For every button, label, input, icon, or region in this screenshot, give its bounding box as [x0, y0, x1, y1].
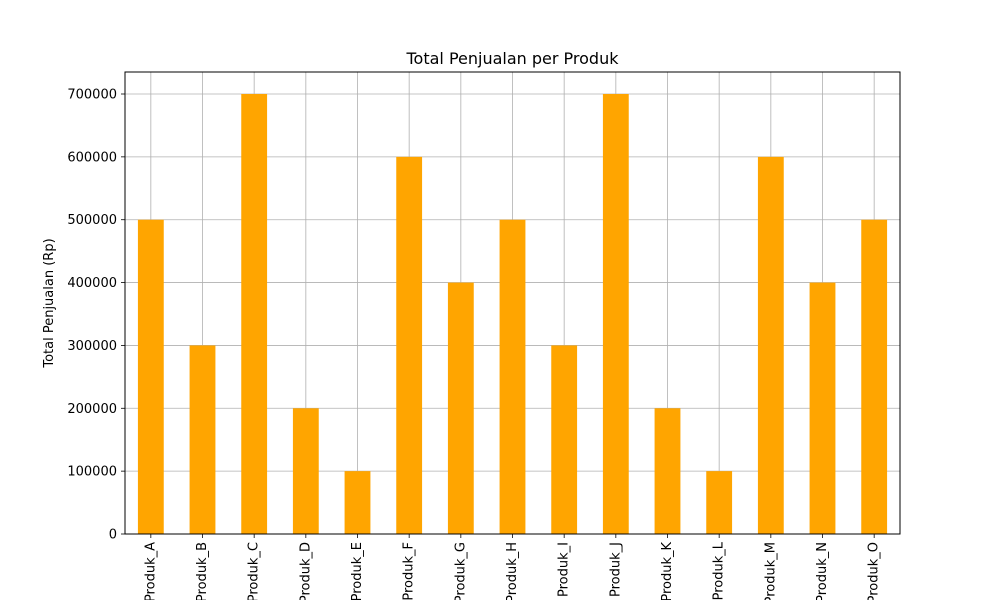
y-tick-label: 300000: [67, 339, 117, 354]
bar: [654, 408, 681, 534]
bar: [292, 408, 319, 534]
y-tick-label: 100000: [67, 465, 117, 480]
bar: [344, 471, 371, 534]
y-axis-label: Total Penjualan (Rp): [42, 238, 57, 368]
x-tick-label: Produk_G: [453, 542, 468, 600]
y-tick-label: 700000: [67, 88, 117, 103]
bar: [396, 156, 423, 534]
y-tick-label: 500000: [67, 213, 117, 228]
x-tick-label: Produk_L: [712, 541, 727, 600]
x-tick-label: Produk_E: [350, 542, 365, 600]
x-tick-label: Produk_F: [402, 542, 417, 600]
y-tick-label: 200000: [67, 402, 117, 417]
y-tick-label: 0: [109, 528, 117, 543]
bars: [137, 94, 888, 534]
bar: [861, 219, 888, 534]
x-tick-label: Produk_A: [143, 542, 158, 600]
x-tick-label: Produk_C: [247, 542, 262, 600]
bar: [499, 219, 526, 534]
x-tick-label: Produk_I: [557, 542, 572, 597]
chart-title: Total Penjualan per Produk: [406, 49, 620, 68]
axes: 0 100000 200000 300000 400000 500000 600000 700…: [67, 71, 901, 600]
bar: [189, 345, 216, 534]
bar: [447, 282, 474, 534]
x-tick-label: Produk_O: [867, 542, 882, 600]
x-tick-label: Produk_D: [298, 542, 313, 600]
y-tick-label: 400000: [67, 276, 117, 291]
x-tick-label: Produk_M: [763, 542, 778, 600]
x-tick-label: Produk_K: [660, 542, 675, 600]
x-tick-label: Produk_H: [505, 542, 520, 600]
x-tick-label: Produk_N: [815, 542, 830, 600]
x-tick-label: Produk_B: [195, 542, 210, 600]
bar: [551, 345, 578, 534]
x-tick-label: Produk_J: [608, 542, 623, 597]
y-tick-label: 600000: [67, 150, 117, 165]
bar: [809, 282, 836, 534]
bar: [706, 471, 733, 534]
bar: [241, 94, 268, 534]
bar: [757, 156, 784, 534]
bar: [137, 219, 164, 534]
bar: [602, 94, 629, 534]
